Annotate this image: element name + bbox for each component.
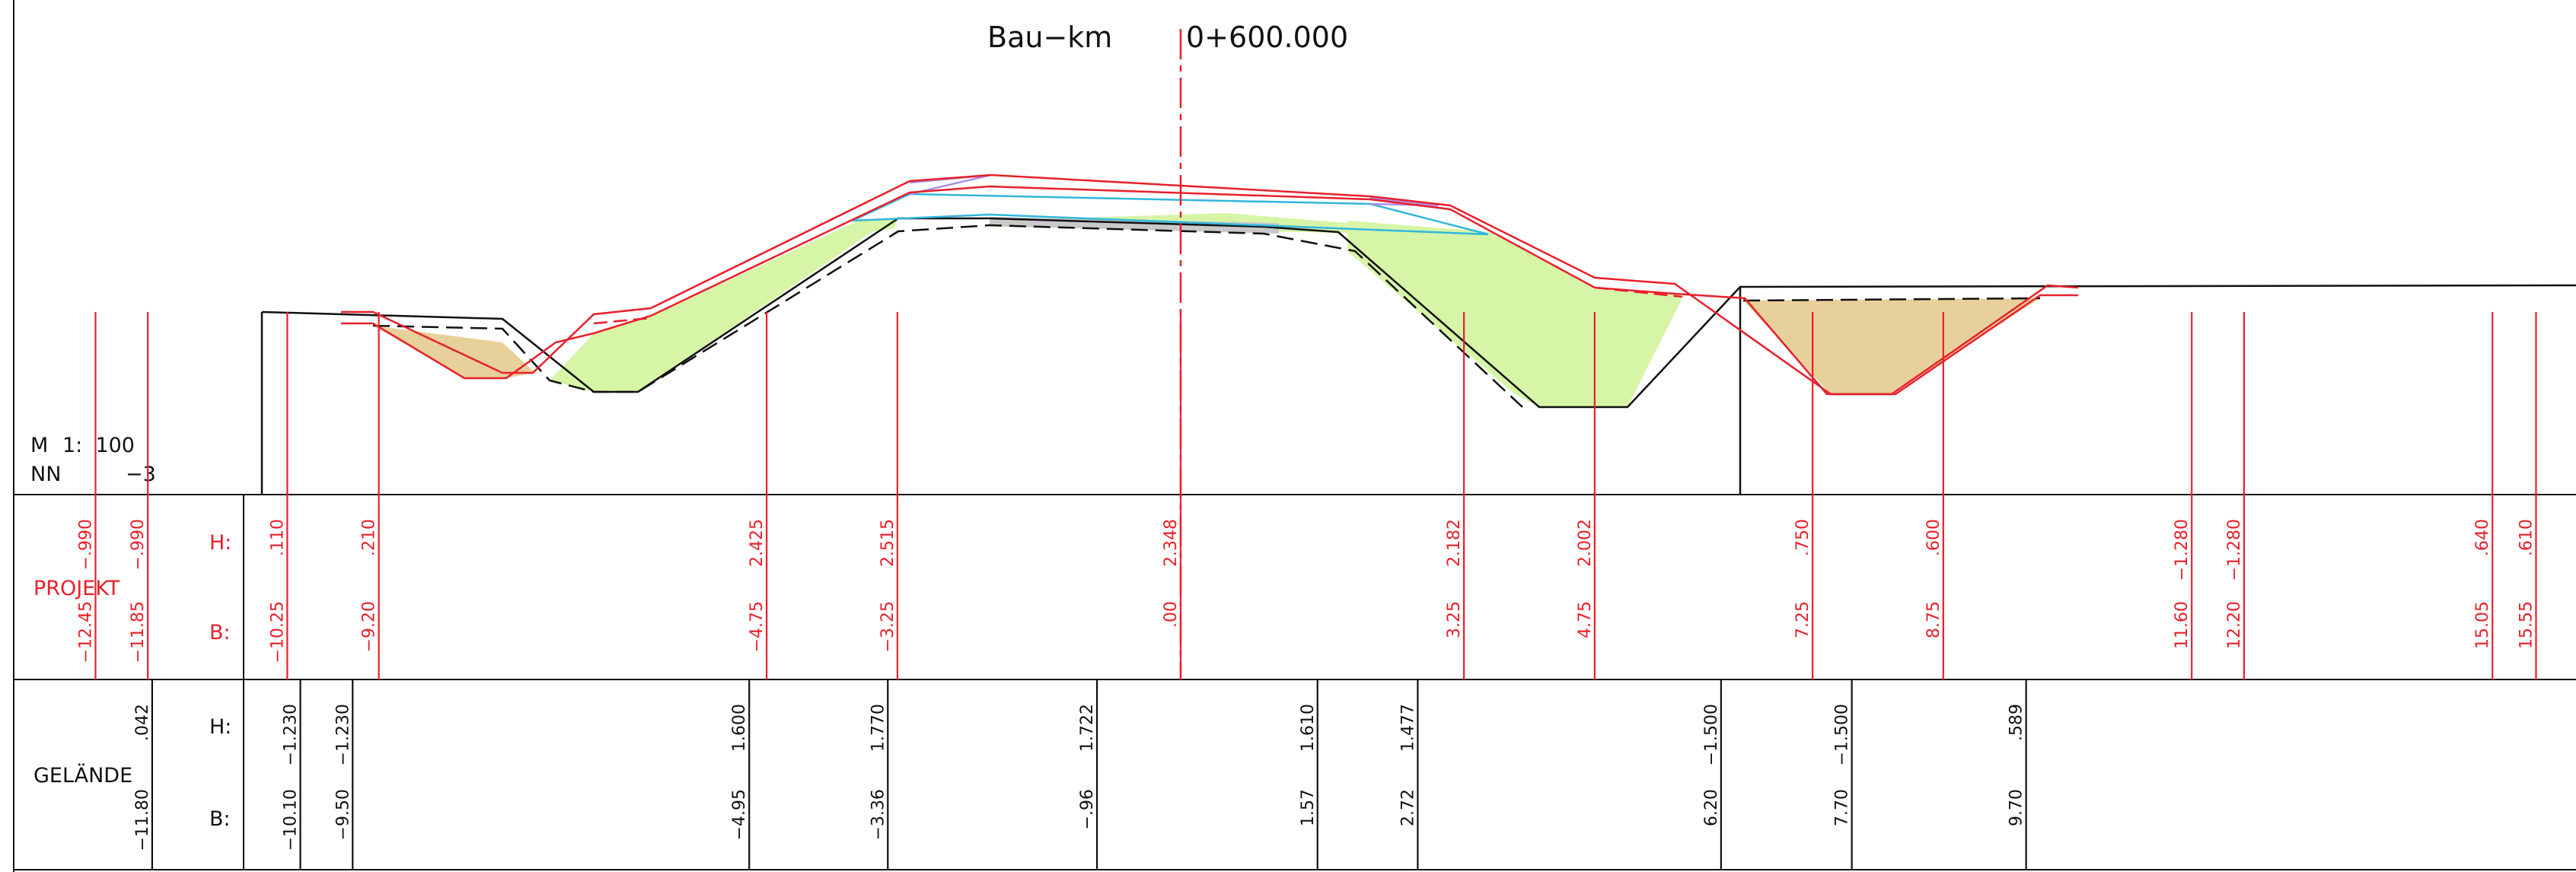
fills <box>373 213 2040 407</box>
gelaende-h-value: 1.770 <box>869 704 888 752</box>
projekt-b-value: 11.60 <box>2173 601 2192 649</box>
projekt-b-value: −10.25 <box>268 601 287 663</box>
cyan-layer-bottom <box>852 213 1489 236</box>
projekt-h-value: −1.280 <box>2173 519 2192 581</box>
projekt-b-value: −4.75 <box>748 601 767 652</box>
gelaende-b-value: −9.50 <box>333 789 352 840</box>
projekt-b-value: 15.55 <box>2517 601 2536 649</box>
scale-m-value: 1: 100 <box>62 434 135 457</box>
gelaende-h-value: −1.230 <box>282 704 301 765</box>
projekt-b-value: 3.25 <box>1445 601 1464 638</box>
projekt-b-value: −9.20 <box>360 601 379 652</box>
projekt-b-value: −12.45 <box>76 601 95 663</box>
projekt-value-labels: .104−14.60.110−14.10−.990−12.45−.990−11.… <box>76 519 2536 663</box>
projekt-row-label: PROJEKT <box>33 577 120 600</box>
violet-right <box>1369 196 1439 207</box>
projekt-h-value: 2.002 <box>1576 519 1595 567</box>
project-dashed-left <box>593 317 652 325</box>
fill-right-ditch-sand <box>1743 298 2040 394</box>
pavement-lines <box>852 173 1489 236</box>
gelaende-h-value: 1.600 <box>730 704 749 752</box>
projekt-h-value: .600 <box>1924 519 1943 556</box>
ground-profile <box>261 217 2576 409</box>
gelaende-b-value: −.96 <box>1078 789 1097 829</box>
gelaende-h-value: −1.500 <box>1702 704 1721 765</box>
gelaende-b-value: 2.72 <box>1398 789 1417 826</box>
gelaende-b-label: B: <box>209 807 231 831</box>
projekt-b-value: 15.05 <box>2473 601 2492 649</box>
gelaende-b-value: −3.36 <box>869 789 888 840</box>
drawing-frame <box>13 0 2576 872</box>
gelaende-b-value: 7.70 <box>1833 789 1852 826</box>
gelaende-h-value: .042 <box>133 704 152 741</box>
projekt-h-value: −1.280 <box>2225 519 2244 581</box>
gelaende-b-value: −11.80 <box>133 789 152 851</box>
project-dashed-right <box>1594 286 1683 298</box>
gelaende-b-value: −10.10 <box>282 789 301 851</box>
projekt-h-value: 2.182 <box>1445 519 1464 567</box>
scale-m-label: M <box>30 434 48 457</box>
projekt-b-value: .00 <box>1162 601 1181 628</box>
gelaende-value-labels: .135−16.00.042−11.80−1.230−10.10−1.230−9… <box>133 704 2026 851</box>
projekt-h-value: .610 <box>2517 519 2536 556</box>
projekt-h-value: .210 <box>360 519 379 556</box>
projekt-h-value: −.990 <box>129 519 148 570</box>
projekt-h-value: .640 <box>2473 519 2492 556</box>
projekt-h-value: 2.425 <box>748 519 767 567</box>
gelaende-h-value: .589 <box>2007 704 2026 741</box>
gelaende-b-value: 9.70 <box>2007 789 2026 826</box>
fill-right-embankment-green <box>1347 221 1682 407</box>
gelaende-h-value: −1.230 <box>333 704 352 765</box>
scale-nn-value: −3 <box>126 463 156 486</box>
fill-left-embankment-green <box>550 218 898 392</box>
projekt-h-value: 2.348 <box>1162 519 1181 567</box>
projekt-h-value: .110 <box>268 519 287 556</box>
right-ditch-dashed <box>1742 297 2041 302</box>
gelaende-b-value: 6.20 <box>1702 789 1721 826</box>
gelaende-leader-lines <box>151 679 2027 870</box>
gelaende-h-value: −1.500 <box>1833 704 1852 765</box>
projekt-b-label: B: <box>209 621 231 644</box>
ground-lines <box>260 217 2576 495</box>
projekt-b-value: 8.75 <box>1924 601 1943 638</box>
station-label: Bau−km <box>987 21 1112 54</box>
cyan-left-edge <box>852 193 910 222</box>
projekt-b-value: 7.25 <box>1793 601 1812 638</box>
projekt-h-value: 2.515 <box>878 519 897 567</box>
projekt-leader-lines <box>94 312 2537 679</box>
fill-left-ditch-sand <box>373 326 535 378</box>
gelaende-row-label: GELÄNDE <box>33 763 132 788</box>
station-value: 0+600.000 <box>1186 21 1348 54</box>
projekt-b-value: 12.20 <box>2225 601 2244 649</box>
projekt-b-value: −11.85 <box>129 601 148 663</box>
projekt-h-label: H: <box>209 531 231 555</box>
gelaende-b-value: −4.95 <box>730 789 749 840</box>
gelaende-h-value: 1.610 <box>1299 704 1318 752</box>
subgrade-dashed <box>372 224 1523 408</box>
projekt-b-value: −3.25 <box>878 601 897 652</box>
gelaende-b-value: 1.57 <box>1299 789 1318 826</box>
projekt-h-value: .750 <box>1793 519 1812 556</box>
projekt-h-value: −.990 <box>76 519 95 570</box>
projekt-b-value: 4.75 <box>1576 601 1595 638</box>
gelaende-h-label: H: <box>209 715 231 739</box>
scale-nn-label: NN <box>30 463 61 486</box>
gelaende-h-value: 1.477 <box>1398 704 1417 752</box>
gelaende-h-value: 1.722 <box>1078 704 1097 752</box>
